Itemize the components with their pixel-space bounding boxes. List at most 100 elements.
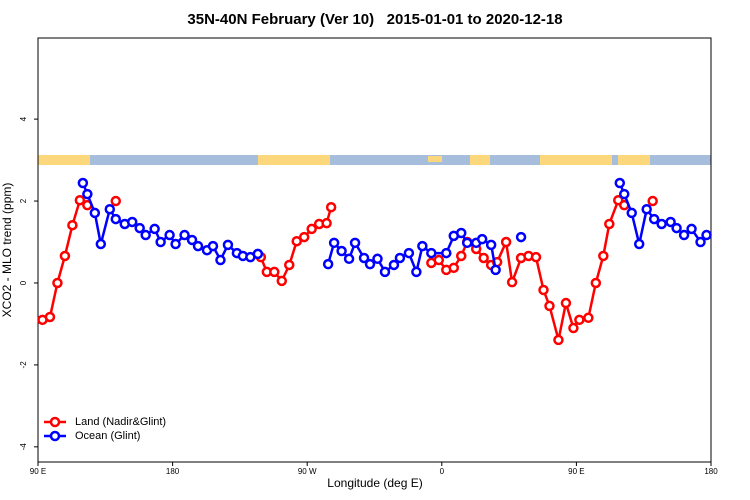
data-point	[77, 177, 89, 189]
land-strip	[38, 155, 90, 165]
y-tick-label: 0	[19, 280, 28, 285]
data-point	[647, 195, 658, 207]
data-point	[215, 254, 226, 266]
data-point	[328, 237, 340, 249]
legend-label: Land (Nadir&Glint)	[75, 416, 166, 428]
data-point	[44, 311, 56, 323]
data-point	[641, 203, 652, 215]
data-point	[553, 334, 564, 346]
ocean-strip	[38, 155, 711, 165]
data-point	[306, 223, 317, 235]
x-tick-label: 180	[166, 467, 180, 476]
land-strip	[428, 156, 442, 162]
data-point	[388, 259, 400, 271]
data-point	[364, 258, 376, 270]
x-tick-label: 90 W	[298, 467, 317, 476]
data-point	[590, 277, 602, 289]
data-point	[604, 218, 615, 230]
data-point	[349, 237, 361, 249]
land-strip	[470, 155, 490, 165]
data-point	[455, 250, 467, 262]
data-point	[269, 266, 280, 278]
data-point	[490, 264, 501, 276]
data-point	[207, 240, 219, 252]
data-point	[478, 252, 489, 264]
data-point	[291, 235, 302, 247]
data-point	[126, 216, 138, 228]
data-point	[665, 216, 676, 228]
legend-marker	[49, 416, 61, 428]
data-point	[394, 252, 406, 264]
data-point	[648, 213, 660, 225]
data-point	[284, 259, 295, 271]
data-point	[89, 207, 101, 219]
data-point	[372, 253, 383, 265]
data-point	[149, 223, 160, 235]
x-axis-label: Longitude (deg E)	[327, 476, 422, 490]
data-point	[506, 276, 518, 288]
land-strip	[540, 155, 612, 165]
land-strip	[618, 155, 650, 165]
data-point	[583, 312, 594, 324]
data-point	[276, 275, 288, 287]
legend: Land (Nadir&Glint) Ocean (Glint)	[44, 416, 166, 442]
data-point	[560, 297, 572, 309]
x-tick-label: 180	[704, 467, 718, 476]
y-tick-label: -2	[19, 361, 28, 369]
data-point	[298, 231, 310, 243]
legend-marker	[49, 430, 61, 442]
y-tick-label: -4	[19, 443, 28, 451]
data-point	[67, 219, 78, 231]
data-point	[358, 252, 370, 264]
data-point	[74, 194, 86, 206]
data-point	[701, 229, 712, 241]
data-point	[538, 284, 549, 296]
data-point	[322, 258, 334, 270]
data-point	[671, 222, 682, 234]
data-point	[252, 248, 264, 260]
land-strip	[258, 155, 330, 165]
plot-frame	[37, 37, 712, 463]
x-tick-label: 90 E	[30, 467, 46, 476]
x-tick-label: 90 E	[568, 467, 584, 476]
data-point	[633, 238, 645, 250]
data-point	[476, 233, 488, 245]
map-strip	[38, 155, 711, 165]
data-point	[455, 227, 467, 239]
x-tick-label: 0	[440, 467, 445, 476]
data-point	[500, 236, 512, 248]
data-point	[321, 217, 332, 229]
data-point	[598, 250, 609, 262]
data-point	[441, 247, 452, 259]
data-point	[544, 300, 555, 312]
data-point	[140, 229, 151, 241]
data-point	[134, 222, 145, 234]
data-point	[59, 250, 71, 262]
data-point	[52, 277, 63, 289]
y-axis-label: XCO2 - MLO trend (ppm)	[0, 183, 14, 318]
data-point	[179, 229, 190, 241]
data-point	[515, 231, 527, 243]
data-point	[530, 251, 542, 263]
data-point	[433, 254, 445, 266]
data-point	[110, 195, 122, 207]
data-point	[485, 239, 497, 251]
y-tick-label: 2	[19, 198, 28, 203]
data-point	[222, 239, 234, 251]
data-point	[110, 213, 122, 225]
data-point	[619, 188, 630, 200]
data-point	[417, 240, 428, 252]
data-point	[164, 229, 175, 241]
data-point	[614, 177, 626, 189]
data-point	[574, 314, 585, 326]
data-point	[448, 262, 460, 274]
data-point	[104, 203, 116, 215]
data-point	[695, 236, 706, 248]
data-point	[678, 229, 690, 241]
data-point	[568, 322, 579, 334]
data-point	[170, 238, 181, 250]
data-point	[379, 266, 391, 278]
data-point	[155, 236, 166, 248]
data-point	[325, 201, 337, 213]
